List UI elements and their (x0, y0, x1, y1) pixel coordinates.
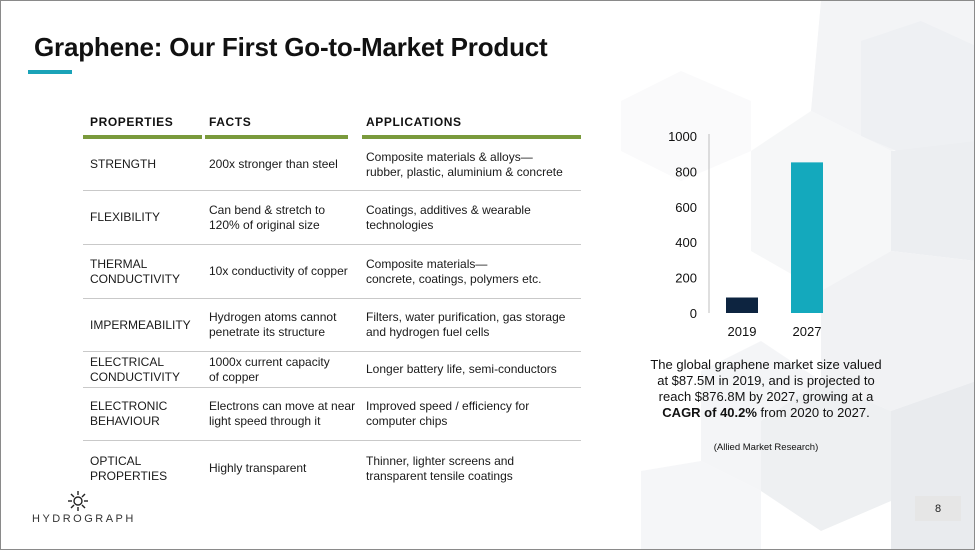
fact-cell-text: 1000x current capacity of copper (209, 354, 330, 384)
property-cell-text: STRENGTH (90, 157, 156, 171)
page-number: 8 (915, 496, 961, 521)
fact-cell: 1000x current capacity of copper (209, 352, 361, 387)
property-cell-text: ELECTRICAL CONDUCTIVITY (90, 354, 180, 384)
property-cell-text: ELECTRONIC BEHAVIOUR (90, 399, 168, 428)
table-row: ELECTRONIC BEHAVIOUR Electrons can move a… (83, 388, 581, 441)
fact-cell-text: 200x stronger than steel (209, 157, 338, 171)
fact-cell-text: Can bend & stretch to 120% of original s… (209, 202, 326, 232)
table-row: STRENGTH 200x stronger than steel Composit… (83, 139, 581, 191)
property-cell-text: THERMAL CONDUCTIVITY (90, 256, 180, 286)
property-cell: ELECTRONIC BEHAVIOUR (90, 388, 202, 440)
fact-cell-text: 10x conductivity of copper (209, 264, 348, 278)
table-header: PROPERTIES FACTS APPLICATIONS (83, 109, 581, 139)
property-cell-text: OPTICAL PROPERTIES (90, 453, 168, 483)
title-accent-bar (28, 70, 72, 74)
application-cell-text: Composite materials & alloys— rubber, pl… (366, 149, 563, 179)
x-tick-label: 2027 (793, 324, 822, 339)
table-row: FLEXIBILITY Can bend & stretch to 120% of… (83, 191, 581, 245)
property-cell-text: IMPERMEABILITY (90, 317, 191, 332)
fact-cell-text: Electrons can move at near light speed t… (209, 399, 356, 428)
application-cell: Thinner, lighter screens and transparent… (366, 441, 581, 496)
hexagon-background (621, 1, 974, 549)
table-row: ELECTRICAL CONDUCTIVITY 1000x current cap… (83, 352, 581, 388)
fact-cell: Electrons can move at near light speed t… (209, 388, 361, 440)
caption-source: (Allied Market Research) (713, 442, 819, 453)
caption-text-post: from 2020 to 2027. (756, 405, 870, 420)
y-tick-label: 1000 (668, 129, 697, 144)
bar-2019 (726, 297, 758, 313)
fact-cell: 10x conductivity of copper (209, 245, 361, 298)
property-cell: IMPERMEABILITY (90, 299, 202, 351)
application-cell-text: Longer battery life, semi-conductors (366, 362, 557, 376)
application-cell-text: Thinner, lighter screens and transparent… (366, 453, 515, 483)
table-body: STRENGTH 200x stronger than steel Composit… (83, 139, 581, 496)
fact-cell-text: Hydrogen atoms cannot penetrate its stru… (209, 310, 337, 339)
application-cell: Longer battery life, semi-conductors (366, 352, 581, 387)
hydrograph-logo-icon (68, 491, 88, 511)
property-cell: ELECTRICAL CONDUCTIVITY (90, 352, 202, 387)
header-underline-properties (83, 135, 202, 139)
table-row: OPTICAL PROPERTIES Highly transparent Thin… (83, 441, 581, 496)
y-tick-label: 600 (675, 200, 697, 215)
application-cell: Improved speed / efficiency for computer… (366, 388, 581, 440)
fact-cell-text: Highly transparent (209, 461, 307, 475)
property-cell: FLEXIBILITY (90, 191, 202, 244)
application-cell: Filters, water purification, gas storage… (366, 299, 581, 351)
application-cell: Composite materials— concrete, coatings,… (366, 245, 581, 298)
bar-2027 (791, 162, 823, 313)
y-tick-label: 0 (690, 306, 697, 321)
y-tick-label: 800 (675, 164, 697, 179)
caption-cagr: CAGR of 40.2% (662, 405, 757, 420)
y-tick-label: 400 (675, 235, 697, 250)
header-applications: APPLICATIONS (366, 115, 462, 129)
header-underline-applications (362, 135, 581, 139)
slide-title: Graphene: Our First Go-to-Market Product (34, 32, 548, 62)
application-cell: Coatings, additives & wearable technolog… (366, 191, 581, 244)
fact-cell: Highly transparent (209, 441, 361, 496)
property-cell: STRENGTH (90, 139, 202, 190)
property-cell: OPTICAL PROPERTIES (90, 441, 202, 496)
table-row: IMPERMEABILITY Hydrogen atoms cannot pene… (83, 299, 581, 352)
properties-table: PROPERTIES FACTS APPLICATIONS STRENGTH 20… (83, 109, 581, 496)
application-cell: Composite materials & alloys— rubber, pl… (366, 139, 581, 190)
property-cell-text: FLEXIBILITY (90, 210, 161, 224)
property-cell: THERMAL CONDUCTIVITY (90, 245, 202, 298)
header-facts: FACTS (209, 115, 252, 129)
y-tick-label: 200 (675, 271, 697, 286)
market-size-chart: 0 200 400 600 800 1000 2019 2027 (668, 129, 823, 339)
caption-text-pre: The global graphene market size valued a… (650, 357, 882, 404)
fact-cell: Can bend & stretch to 120% of original s… (209, 191, 361, 244)
application-cell-text: Composite materials— concrete, coatings,… (366, 256, 542, 286)
application-cell-text: Improved speed / efficiency for computer… (366, 399, 530, 428)
application-cell-text: Coatings, additives & wearable technolog… (366, 202, 531, 232)
fact-cell: 200x stronger than steel (209, 139, 361, 190)
chart-caption: The global graphene market size valued a… (646, 357, 886, 421)
application-cell-text: Filters, water purification, gas storage… (366, 310, 566, 339)
table-row: THERMAL CONDUCTIVITY 10x conductivity of … (83, 245, 581, 299)
header-properties: PROPERTIES (90, 115, 174, 129)
logo-wordmark: HYDROGRAPH (32, 513, 136, 525)
header-underline-facts (205, 135, 348, 139)
x-tick-label: 2019 (728, 324, 757, 339)
fact-cell: Hydrogen atoms cannot penetrate its stru… (209, 299, 361, 351)
